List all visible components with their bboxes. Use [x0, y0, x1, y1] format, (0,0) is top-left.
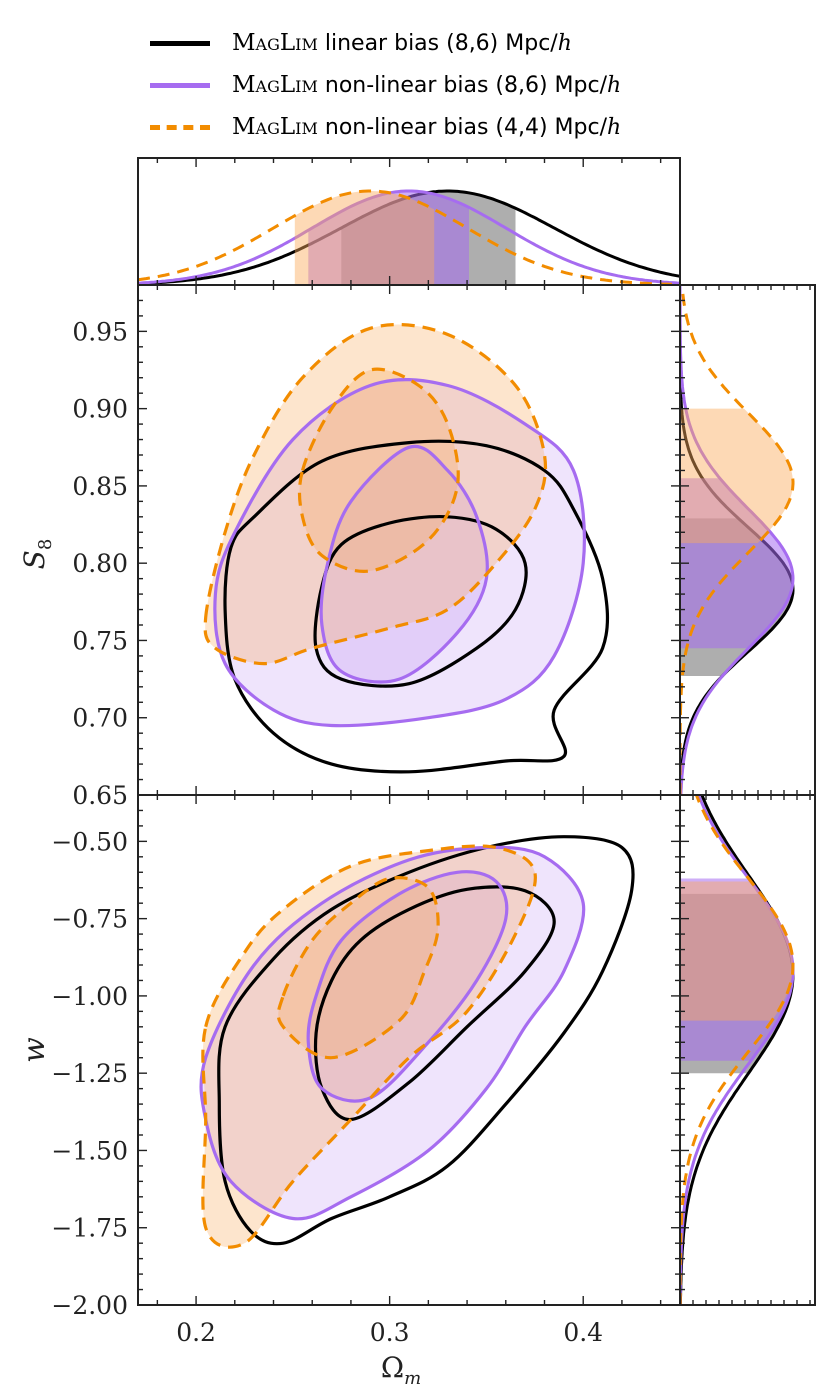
s8-tick-label: 0.85 — [72, 472, 128, 501]
legend-entry: MagLim non-linear bias (8,6) Mpc/h — [150, 64, 621, 106]
s8-tick-label: 0.90 — [72, 395, 128, 424]
w-contour-68-maglim-non-linear-bias-4-4-mpc-h — [276, 876, 440, 1060]
omega-m-marginal-curve-maglim-non-linear-bias-4-4-mpc-h — [138, 189, 680, 285]
legend-swatch — [150, 40, 210, 46]
w-tick-label: −1.00 — [51, 982, 128, 1011]
w-fill-68-maglim-non-linear-bias-8-6-mpc-h — [308, 871, 507, 1102]
w-68-band-maglim-non-linear-bias-8-6-mpc-h — [680, 878, 793, 1061]
w-marginal-curve-maglim-non-linear-bias-4-4-mpc-h — [680, 795, 795, 1305]
omega-m-marginal-panel — [138, 189, 680, 285]
omega-m-tick-label: 0.3 — [370, 1318, 410, 1347]
s8-tick-label: 0.65 — [72, 781, 128, 810]
legend-swatch — [150, 82, 210, 88]
s8-contour-68-maglim-non-linear-bias-8-6-mpc-h — [319, 444, 489, 684]
legend-label: MagLim linear bias (8,6) Mpc/h — [232, 30, 572, 56]
w-axis-label: w — [17, 1037, 52, 1063]
s8-tick-label: 0.75 — [72, 626, 128, 655]
w-fill-95-maglim-non-linear-bias-8-6-mpc-h — [201, 847, 584, 1219]
rw-panel-frame — [679, 794, 816, 1306]
omega-m-68-band-maglim-non-linear-bias-8-6-mpc-h — [308, 191, 469, 285]
w-omega-m-contour-panel — [199, 835, 635, 1249]
w-tick-label: −1.75 — [51, 1214, 128, 1243]
omega-m-tick-label: 0.4 — [563, 1318, 603, 1347]
w-tick-label: −1.50 — [51, 1136, 128, 1165]
omega-m-marginal-curve-maglim-non-linear-bias-8-6-mpc-h — [138, 189, 680, 285]
w-contour-95-maglim-non-linear-bias-8-6-mpc-h — [199, 845, 586, 1221]
w-tick-label: −0.75 — [51, 905, 128, 934]
s8-68-band-maglim-non-linear-bias-4-4-mpc-h — [680, 408, 793, 544]
w-marginal-panel — [680, 795, 795, 1305]
legend: MagLim linear bias (8,6) Mpc/h MagLim non… — [150, 22, 621, 148]
s8-fill-95-maglim-non-linear-bias-4-4-mpc-h — [205, 324, 546, 664]
s8-tick-label: 0.80 — [72, 549, 128, 578]
legend-swatch — [150, 124, 210, 130]
w-contour-68-maglim-non-linear-bias-8-6-mpc-h — [306, 870, 509, 1103]
legend-entry: MagLim non-linear bias (4,4) Mpc/h — [150, 106, 621, 148]
s8-tick-label: 0.70 — [72, 704, 128, 733]
w-tick-label: −1.25 — [51, 1059, 128, 1088]
omega-m-tick-label: 0.2 — [176, 1318, 216, 1347]
w-68-band-maglim-non-linear-bias-4-4-mpc-h — [680, 881, 793, 1021]
w-contour-95-maglim-non-linear-bias-4-4-mpc-h — [201, 844, 537, 1249]
legend-label: MagLim non-linear bias (8,6) Mpc/h — [232, 72, 622, 98]
s8-contour-68-maglim-non-linear-bias-4-4-mpc-h — [297, 367, 460, 573]
s8-omega-m-contour-panel — [203, 322, 610, 774]
s8-contour-95-maglim-non-linear-bias-4-4-mpc-h — [203, 322, 548, 666]
s8-marginal-curve-maglim-non-linear-bias-8-6-mpc-h — [680, 285, 795, 795]
s8-axis-label: S8 — [18, 539, 56, 570]
w-marginal-curve-maglim-linear-bias-8-6-mpc-h — [680, 795, 795, 1305]
w-tick-label: −0.50 — [51, 827, 128, 856]
s8-contour-95-maglim-non-linear-bias-8-6-mpc-h — [213, 378, 586, 728]
s8-fill-95-maglim-non-linear-bias-8-6-mpc-h — [214, 379, 585, 726]
x-axis-label: Ωm — [381, 1351, 421, 1389]
omega-m-68-band-maglim-non-linear-bias-4-4-mpc-h — [294, 191, 435, 285]
w-tick-label: −2.00 — [51, 1291, 128, 1320]
s8-fill-68-maglim-non-linear-bias-8-6-mpc-h — [321, 446, 488, 682]
legend-label: MagLim non-linear bias (4,4) Mpc/h — [232, 114, 622, 140]
w-contour-95-maglim-linear-bias-8-6-mpc-h — [217, 835, 635, 1246]
s8-tick-label: 0.95 — [72, 317, 128, 346]
legend-entry: MagLim linear bias (8,6) Mpc/h — [150, 22, 621, 64]
s8-marginal-panel — [680, 285, 795, 795]
